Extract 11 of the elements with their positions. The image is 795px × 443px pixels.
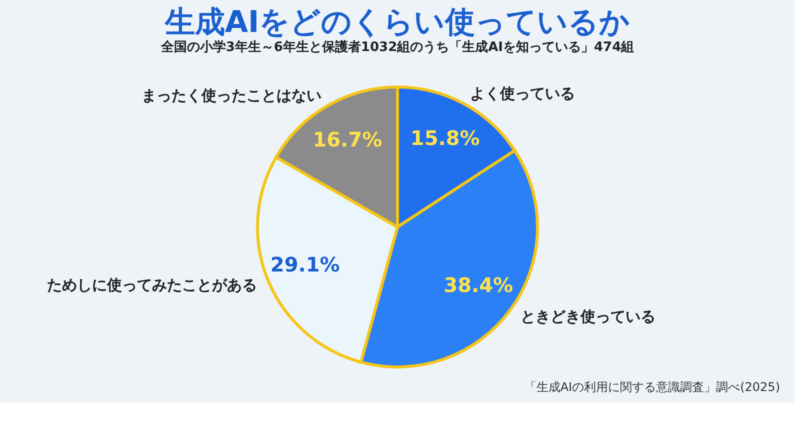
slice-label: ためしに使ってみたことがある — [47, 276, 258, 294]
slice-label: まったく使ったことはない — [141, 86, 322, 104]
chart-subtitle: 全国の小学3年生～6年生と保護者1032組のうち「生成AIを知っている」474組 — [160, 39, 634, 55]
data-label: 16.7% — [312, 127, 382, 152]
data-label: 15.8% — [410, 126, 480, 150]
slice-label: よく使っている — [470, 84, 575, 102]
chart-title: 生成AIをどのくらい使っているか — [164, 5, 630, 40]
data-label: 29.1% — [270, 252, 340, 276]
text: 「生成AIの利用に関する意識調査」調べ(2025) — [524, 380, 780, 394]
data-label: 38.4% — [444, 272, 514, 297]
slice-label: ときどき使っている — [520, 307, 656, 326]
